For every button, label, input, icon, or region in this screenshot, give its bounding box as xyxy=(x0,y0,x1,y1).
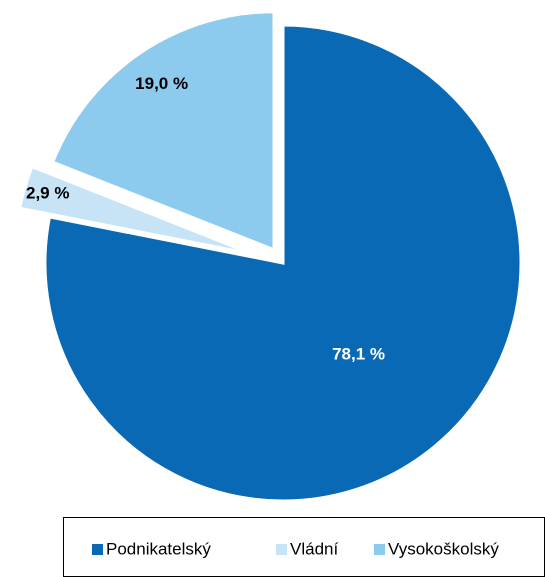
legend-box xyxy=(63,517,545,577)
pie-slice xyxy=(17,164,254,256)
data-label: 19,0 % xyxy=(135,74,188,93)
pie-slice xyxy=(43,23,523,503)
data-label: 78,1 % xyxy=(332,344,385,363)
legend-swatch xyxy=(276,544,287,555)
legend-swatch xyxy=(374,544,385,555)
legend-label: Podnikatelský xyxy=(106,539,211,558)
legend-label: Vládní xyxy=(290,539,338,558)
data-label: 2,9 % xyxy=(26,183,69,202)
legend-swatch xyxy=(92,544,103,555)
legend-label: Vysokoškolský xyxy=(388,539,499,558)
pie-slice xyxy=(50,10,276,252)
